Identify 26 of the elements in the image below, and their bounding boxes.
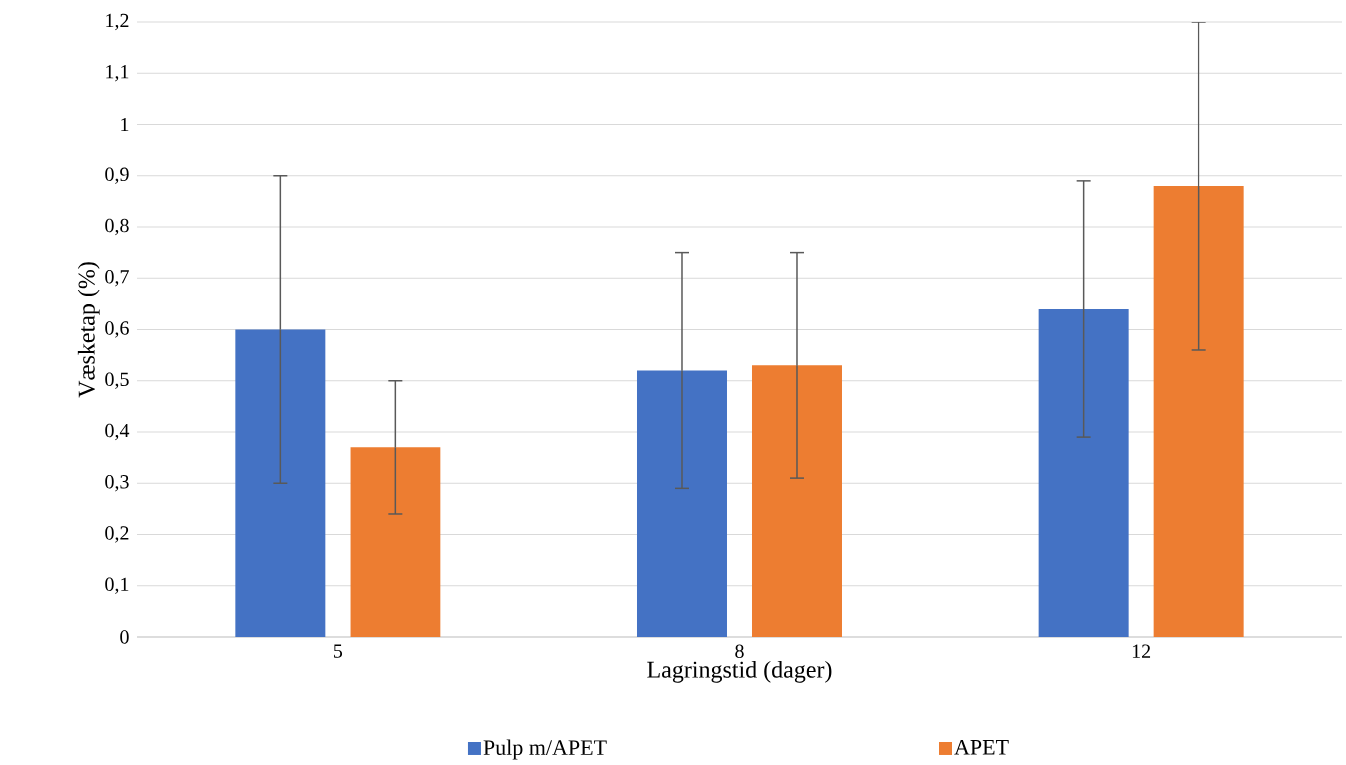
y-tick-label: 0,3 [105, 475, 129, 492]
bar [235, 329, 326, 637]
y-tick-label: 0,4 [105, 423, 130, 441]
bar [350, 447, 441, 637]
y-tick-label: 0,9 [105, 167, 129, 184]
y-tick-label: 0,8 [105, 218, 129, 236]
bar [1153, 185, 1244, 637]
x-tick-label: 5 [334, 644, 343, 658]
bar [1038, 308, 1129, 637]
y-tick-label: 0,6 [105, 321, 129, 338]
y-tick-label: 1 [121, 117, 129, 132]
y-tick-label: 1,2 [106, 13, 129, 31]
x-axis-title: Lagringstid (dager) [647, 660, 832, 683]
x-tick-label: 12 [1132, 644, 1151, 658]
y-axis-title: Væsketap (%) [77, 262, 100, 398]
y-tick-label: 1,1 [106, 65, 129, 82]
y-tick-label: 0 [120, 630, 129, 644]
y-tick-label: 0,5 [105, 372, 129, 389]
y-tick-label: 0,1 [105, 577, 129, 594]
x-tick-label: 8 [735, 644, 744, 659]
legend-label: Pulp m/APET [483, 739, 607, 760]
bar [636, 370, 727, 637]
legend-label: APET [954, 739, 1009, 755]
bar [751, 365, 842, 637]
y-tick-label: 0,2 [105, 526, 129, 543]
y-tick-label: 0,7 [105, 270, 129, 287]
